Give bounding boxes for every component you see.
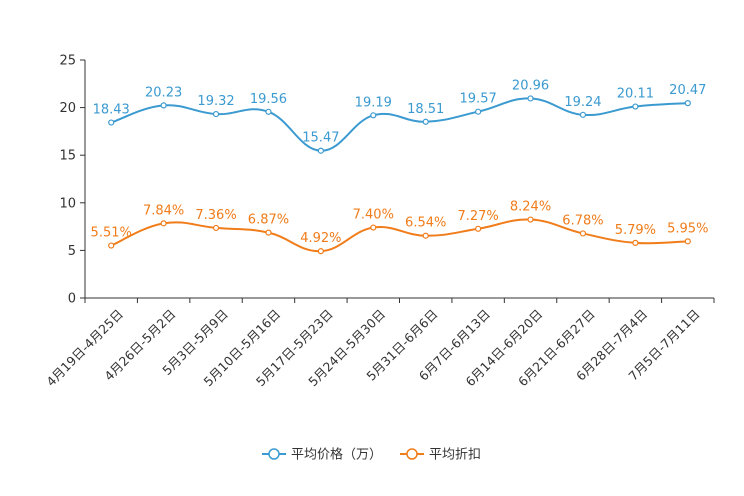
data-label: 4.92% — [300, 231, 341, 246]
data-point — [475, 225, 482, 232]
data-label: 7.27% — [457, 209, 498, 224]
y-tick-label: 25 — [59, 54, 76, 69]
data-point — [108, 242, 115, 249]
data-point — [527, 216, 534, 223]
y-tick-label: 20 — [59, 101, 76, 116]
data-label: 20.47 — [669, 83, 706, 98]
data-point — [579, 111, 587, 118]
data-label: 7.36% — [195, 208, 236, 223]
data-point — [422, 232, 429, 239]
legend: 平均价格（万） 平均折扣 — [262, 447, 481, 463]
data-label: 6.78% — [562, 213, 603, 228]
series-2: 5.51% 7.84% 7.36% 6.87% 4.92% 7.40% 6.54% 7.27%… — [91, 200, 708, 255]
legend-item-1: 平均价格（万） — [262, 447, 382, 463]
data-point — [212, 224, 220, 232]
data-point — [160, 102, 167, 109]
data-point — [422, 118, 429, 125]
data-label: 19.32 — [197, 94, 234, 109]
data-point — [684, 100, 691, 107]
legend-label: 平均折扣 — [429, 448, 481, 463]
data-point — [108, 119, 115, 126]
data-point — [370, 112, 377, 119]
data-label: 6.54% — [405, 216, 446, 231]
data-point — [632, 239, 639, 246]
data-point — [265, 229, 272, 236]
legend-item-2: 平均折扣 — [400, 448, 481, 463]
data-label: 6.87% — [248, 213, 289, 228]
data-point — [160, 220, 167, 227]
data-label: 20.96 — [512, 78, 549, 93]
x-axis: 4月19日-4月25日4月26日-5月2日5月3日-5月9日5月10日-5月16… — [43, 297, 715, 389]
legend-label: 平均价格（万） — [291, 447, 382, 463]
series-layer: 18.43 20.23 19.32 19.56 15.47 19.19 18.51 19.57… — [91, 78, 708, 255]
data-point — [370, 224, 377, 231]
data-label: 18.43 — [93, 103, 130, 118]
data-point — [527, 95, 534, 102]
data-label: 8.24% — [510, 200, 551, 215]
data-point — [317, 248, 324, 255]
data-label: 7.40% — [353, 208, 394, 223]
y-tick-label: 0 — [68, 292, 76, 307]
data-label: 7.84% — [143, 203, 184, 218]
y-tick-label: 10 — [59, 196, 76, 211]
data-point — [684, 238, 691, 245]
legend-marker-icon — [268, 448, 280, 460]
data-label: 19.56 — [250, 92, 287, 107]
data-label: 19.57 — [460, 92, 497, 107]
data-label: 19.19 — [355, 95, 392, 110]
data-label: 15.47 — [302, 131, 339, 146]
data-point — [317, 147, 324, 154]
data-label: 20.23 — [145, 85, 182, 100]
data-point — [632, 103, 639, 110]
data-point — [579, 230, 587, 237]
data-point — [265, 108, 272, 115]
series-1: 18.43 20.23 19.32 19.56 15.47 19.19 18.51 19.57… — [93, 78, 706, 154]
data-label: 5.95% — [667, 221, 708, 236]
data-point — [475, 108, 482, 115]
data-point — [212, 110, 220, 118]
y-axis: 0 5 10 15 20 25 — [59, 54, 86, 307]
data-label: 20.11 — [617, 87, 654, 102]
data-label: 5.79% — [615, 223, 656, 238]
series-line — [110, 218, 688, 253]
data-label: 19.24 — [564, 95, 601, 110]
legend-marker-icon — [406, 448, 418, 460]
data-label: 5.51% — [91, 226, 132, 241]
y-tick-label: 15 — [59, 149, 76, 164]
data-label: 18.51 — [407, 102, 444, 117]
y-tick-label: 5 — [68, 244, 76, 259]
